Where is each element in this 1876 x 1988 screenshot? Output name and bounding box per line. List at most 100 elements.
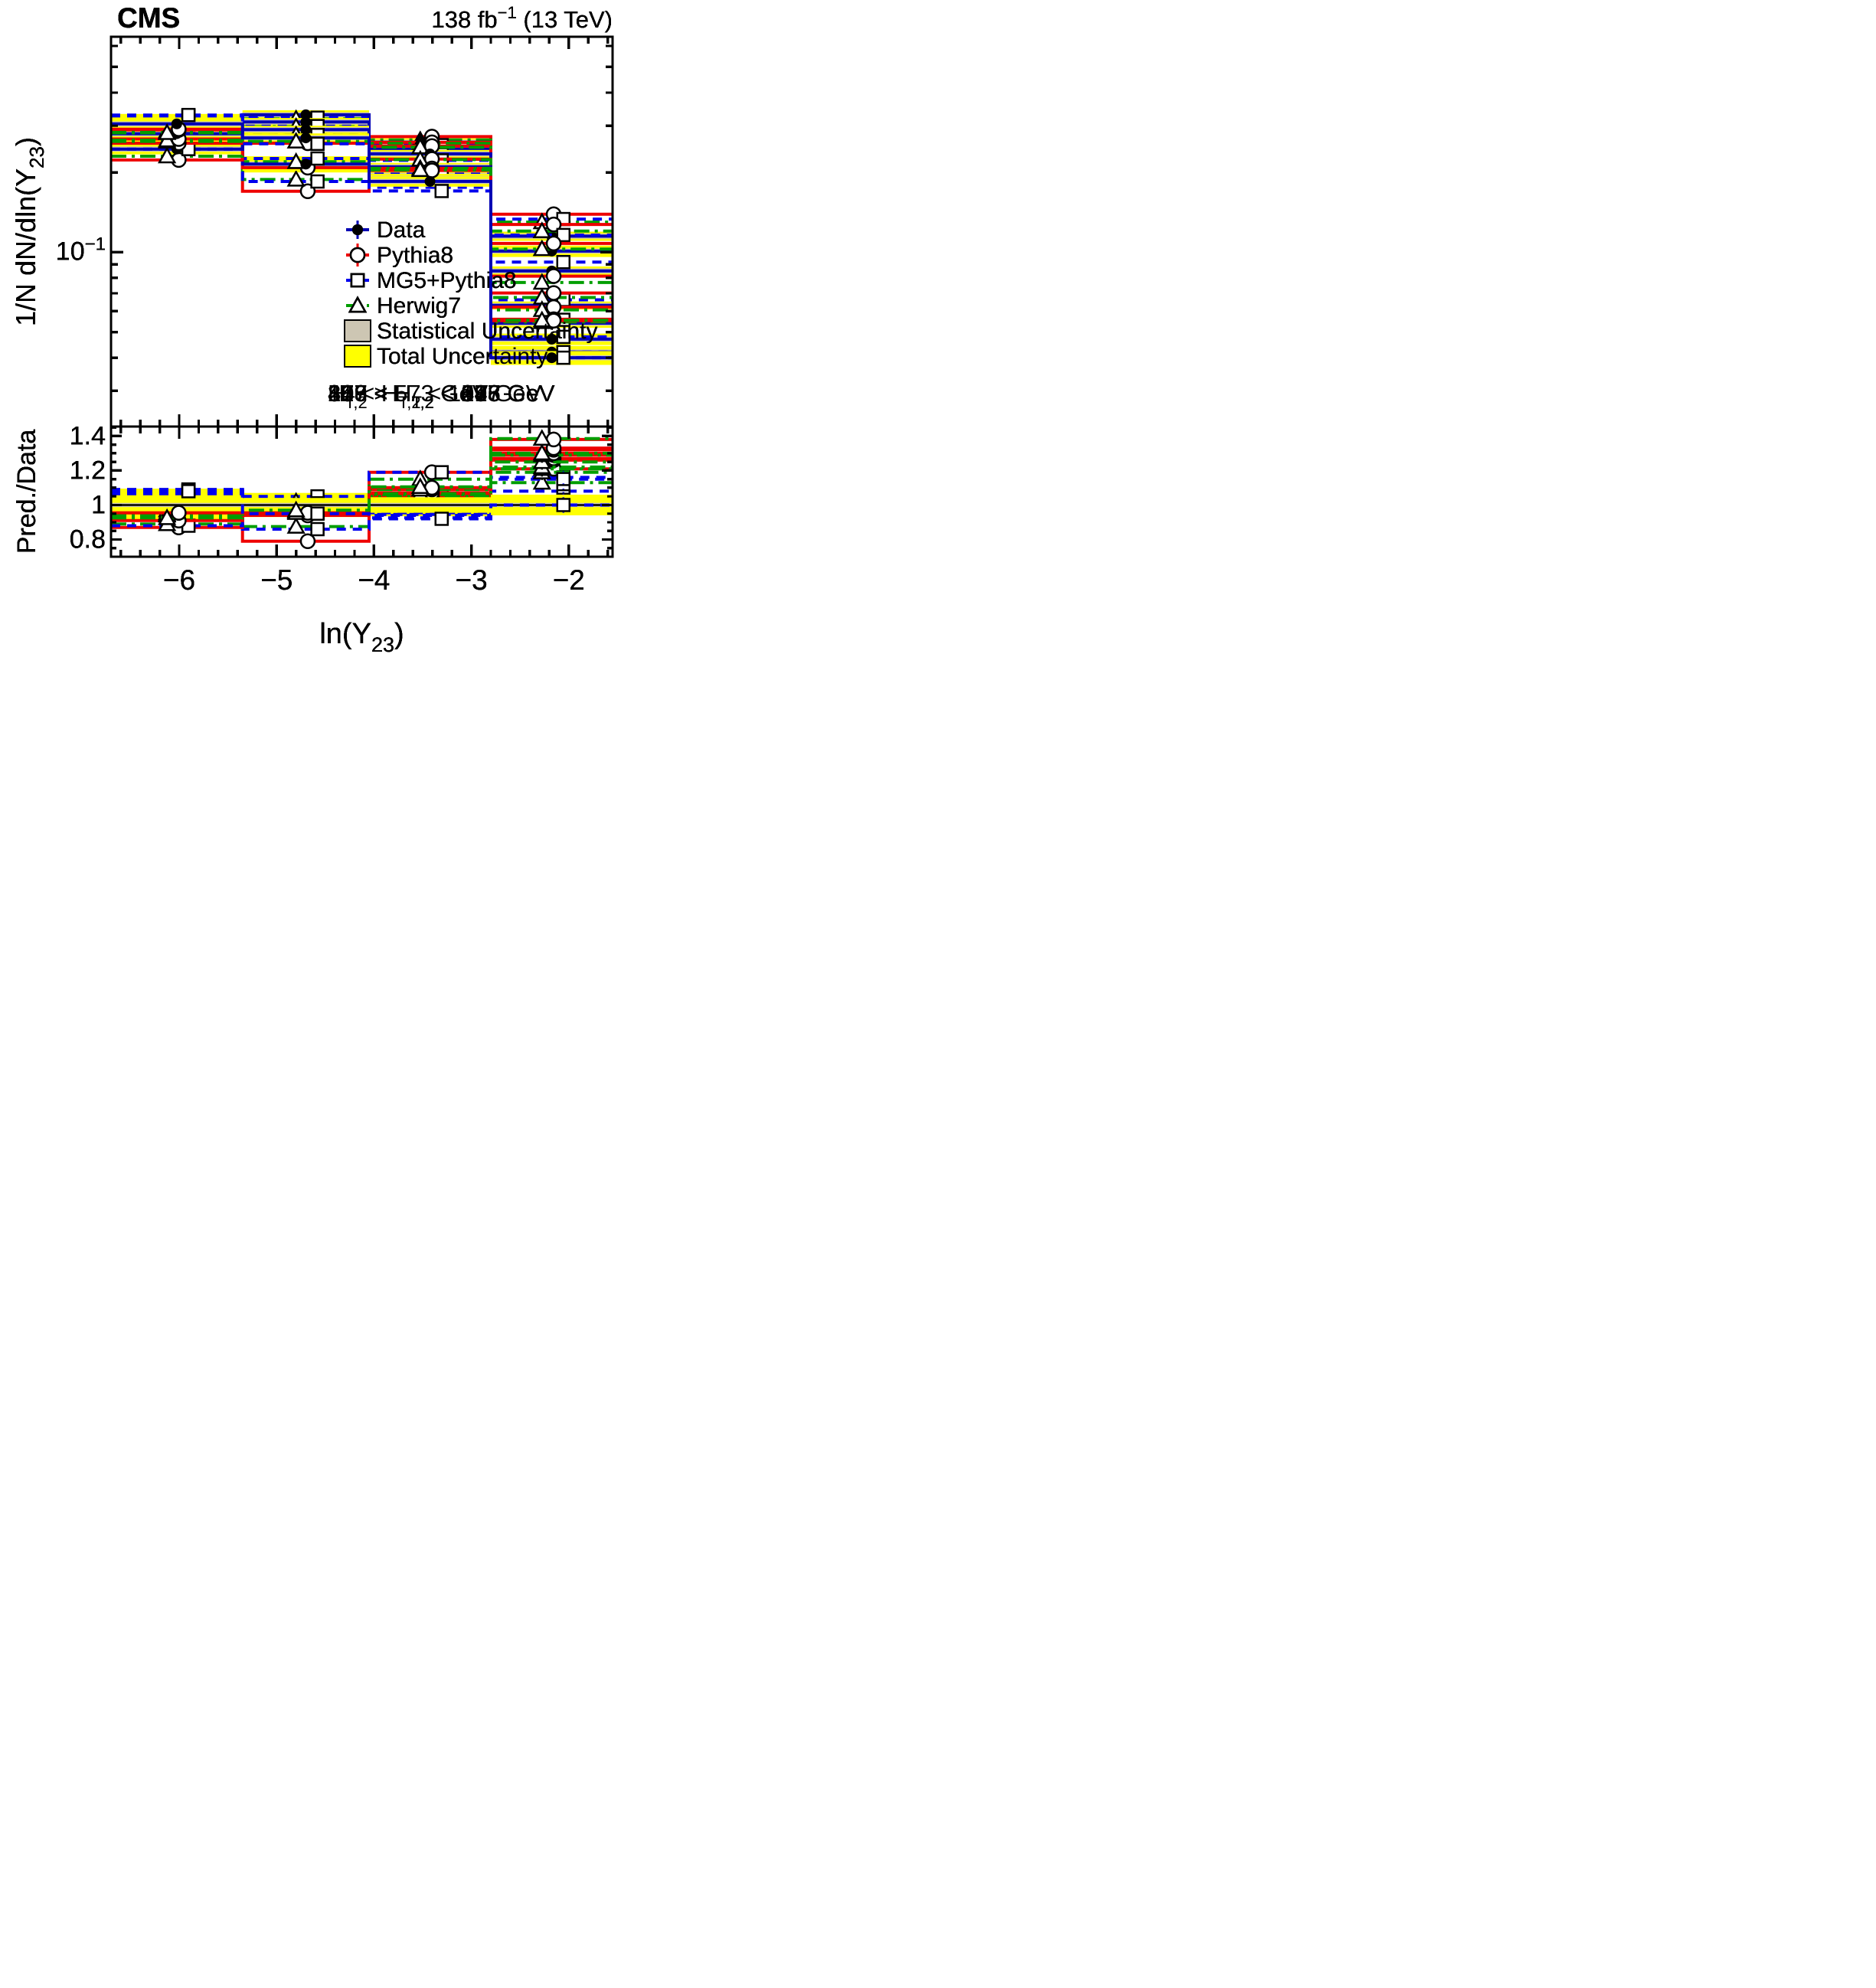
x-axis-title: ln(Y23) (319, 618, 404, 656)
header: CMS 138 fb−1 (13 TeV) (117, 2, 613, 34)
x-tick-label: −6 (163, 564, 195, 596)
x-tick-label: −4 (358, 564, 390, 596)
y-tick-label-main: 10−1 (56, 234, 106, 266)
y-axis-title-main: 1/N dN/dln(Y23) (10, 137, 48, 326)
axis-labels: 10−1 0.8 1 1.2 1.4 −6 −5 −4 −3 −2 ln(Y23) 1/N dN/dl… (10, 137, 585, 656)
header: CMS 138 fb−1 (13 TeV) (117, 2, 613, 34)
y-tick-label-ratio: 1 (91, 490, 106, 519)
ht-range-label: 83 < HT,2 < 109 GeV (328, 380, 542, 412)
x-tick-label: −5 (260, 564, 293, 596)
svg-text:1/N dN/dln(Y23): 1/N dN/dln(Y23) (10, 137, 48, 326)
legend-label-data: Data (377, 217, 426, 243)
legend: DataPythia8MG5+Pythia8Herwig7Statistical… (328, 217, 597, 412)
legend-label-data: Data (377, 217, 426, 243)
y-tick-label-ratio: 1.2 (70, 456, 106, 485)
y-axis-title-main: 1/N dN/dln(Y23) (10, 137, 48, 326)
legend-label-total: Total Uncertainty (377, 344, 547, 369)
x-tick-label: −3 (455, 564, 487, 596)
legend-label-herwig7: Herwig7 (377, 293, 461, 319)
legend-label-pythia8: Pythia8 (377, 243, 453, 268)
x-tick-label: −2 (553, 564, 585, 596)
y-axis-title-ratio: Pred./Data (12, 430, 41, 554)
x-tick-label: −2 (553, 564, 585, 596)
legend-label-herwig7: Herwig7 (377, 293, 461, 319)
legend: DataPythia8MG5+Pythia8Herwig7Statistical… (328, 217, 597, 412)
x-tick-label: −6 (163, 564, 195, 596)
y-axis-title-main: 1/N dN/dln(Y23) (10, 137, 48, 326)
x-tick-label: −5 (260, 564, 293, 596)
ratio-pad (111, 429, 613, 526)
x-tick-label: −5 (260, 564, 293, 596)
y-tick-label-main: 10−1 (56, 234, 106, 266)
y-axis-title-ratio: Pred./Data (12, 430, 41, 554)
legend-label-data: Data (377, 217, 426, 243)
ratio-series-mg5 (111, 489, 613, 521)
svg-text:1/N dN/dln(Y23): 1/N dN/dln(Y23) (10, 137, 48, 326)
y-axis-title-main: 1/N dN/dln(Y23) (10, 137, 48, 326)
y-tick-label-ratio: 1 (91, 490, 106, 519)
y-tick-label-ratio: 1.2 (70, 456, 106, 485)
header: CMS 138 fb−1 (13 TeV) (117, 2, 613, 34)
header: CMS 138 fb−1 (13 TeV) (117, 2, 613, 34)
x-tick-label: −2 (553, 564, 585, 596)
svg-text:1/N dN/dln(Y23): 1/N dN/dln(Y23) (10, 137, 48, 326)
y-tick-label-main: 10−1 (56, 234, 106, 266)
svg-text:1/N dN/dln(Y23): 1/N dN/dln(Y23) (10, 137, 48, 326)
series-pythia8 (111, 127, 613, 322)
y-tick-label-ratio: 0.8 (70, 525, 106, 554)
axis-labels: 10−1 0.8 1 1.2 1.4 −6 −5 −4 −3 −2 ln(Y23) 1/N dN/dl… (10, 137, 585, 656)
svg-text:Pred./Data: Pred./Data (12, 430, 41, 554)
legend-label-herwig7: Herwig7 (377, 293, 461, 319)
x-axis-title: ln(Y23) (319, 618, 404, 656)
x-tick-label: −4 (358, 564, 390, 596)
svg-text:1/N dN/dln(Y23): 1/N dN/dln(Y23) (10, 137, 48, 326)
y-axis-title-main: 1/N dN/dln(Y23) (10, 137, 48, 326)
y-tick-label-ratio: 1 (91, 490, 106, 519)
x-axis-title: ln(Y23) (319, 618, 404, 656)
svg-text:Pred./Data: Pred./Data (12, 430, 41, 554)
y-axis-title-ratio: Pred./Data (12, 430, 41, 554)
axis-labels: 10−1 0.8 1 1.2 1.4 −6 −5 −4 −3 −2 ln(Y23) 1/N dN/dl… (10, 137, 585, 656)
y-axis-title-ratio: Pred./Data (12, 430, 41, 554)
y-axis-title-ratio: Pred./Data (12, 430, 41, 554)
x-tick-label: −5 (260, 564, 293, 596)
y-tick-label-ratio: 0.8 (70, 525, 106, 554)
ht-range-label: 318 < HT,2 < 387 GeV (328, 380, 555, 412)
ht-range-label: HT,2 > 573 GeV (328, 380, 489, 412)
x-tick-label: −6 (163, 564, 195, 596)
x-tick-label: −5 (260, 564, 293, 596)
ratio-series-herwig7 (111, 437, 613, 520)
main-pad: DataPythia8MG5+Pythia8Herwig7Statistical… (111, 107, 613, 412)
y-tick-label-ratio: 1.4 (70, 421, 106, 450)
y-axis-title-main: 1/N dN/dln(Y23) (10, 137, 48, 326)
legend-label-herwig7: Herwig7 (377, 293, 461, 319)
axis-labels: 10−1 0.8 1 1.2 1.4 −6 −5 −4 −3 −2 ln(Y23) 1/N dN/dl… (10, 137, 585, 656)
legend-label-herwig7: Herwig7 (377, 293, 461, 319)
y-axis-title-main: 1/N dN/dln(Y23) (10, 137, 48, 326)
y-axis-title-ratio: Pred./Data (12, 430, 41, 554)
header: CMS 138 fb−1 (13 TeV) (117, 2, 613, 34)
y-tick-label-ratio: 0.8 (70, 525, 106, 554)
legend-label-data: Data (377, 217, 426, 243)
y-tick-label-main: 10−1 (56, 234, 106, 266)
legend-label-mg5: MG5+Pythia8 (377, 268, 517, 293)
svg-text:CMS: CMS (117, 2, 180, 34)
svg-text:CMS: CMS (117, 2, 180, 34)
x-axis-title: ln(Y23) (319, 618, 404, 656)
x-tick-label: −3 (455, 564, 487, 596)
legend-label-mg5: MG5+Pythia8 (377, 268, 517, 293)
x-tick-label: −4 (358, 564, 390, 596)
svg-text:CMS: CMS (117, 2, 180, 34)
x-tick-label: −6 (163, 564, 195, 596)
x-tick-label: −6 (163, 564, 195, 596)
header: CMS 138 fb−1 (13 TeV) (117, 2, 613, 34)
axis-labels: 10−1 0.8 1 1.2 1.4 −6 −5 −4 −3 −2 ln(Y23) 1/N dN/dl… (10, 137, 585, 656)
ht-range-label: 387 < HT,2 < 477 GeV (328, 380, 555, 412)
y-tick-label-ratio: 0.8 (70, 525, 106, 554)
legend-label-stat: Statistical Uncertainty (377, 319, 597, 344)
svg-text:CMS: CMS (117, 2, 180, 34)
y-tick-label-ratio: 0.8 (70, 525, 106, 554)
x-tick-label: −3 (455, 564, 487, 596)
ht-range-label: 477 < HT,2 < 573 GeV (328, 380, 555, 412)
